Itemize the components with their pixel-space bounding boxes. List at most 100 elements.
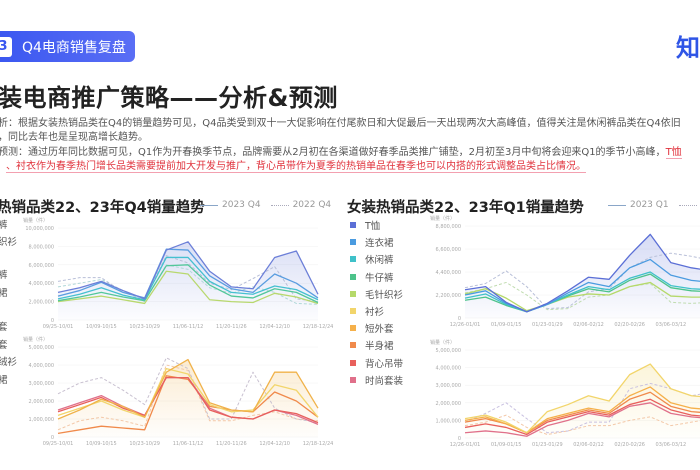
x-tick-label: 10/23-10/29: [129, 441, 160, 447]
x-tick-label: 02/20-02/26: [614, 442, 645, 448]
x-tick-label: 10/09-10/15: [86, 441, 117, 447]
legend-item: 牛仔裤: [350, 270, 394, 284]
y-tick-label: 8,000,000: [29, 244, 54, 250]
section-title: Q4电商销售复盘: [22, 39, 126, 56]
x-tick-label: 01/09-01/15: [491, 322, 522, 328]
legend-label: T恤: [365, 221, 381, 232]
legend-item-fragment: 套: [0, 340, 8, 351]
y-tick-label: 3,000,000: [29, 381, 54, 387]
solid-line-icon: [200, 204, 218, 206]
legend-label: 短外套: [365, 324, 394, 336]
legend-label: 连衣裙: [365, 238, 394, 250]
series-line-背心吊带: [464, 398, 700, 436]
legend-swatch: [350, 222, 356, 228]
legend-item-fragment: 裙: [0, 288, 8, 299]
series-line: [57, 255, 319, 303]
legend-item: 短外套: [350, 321, 394, 335]
series-line-时尚套装: [464, 402, 700, 437]
legend-2023: 2023 Q4: [222, 200, 261, 210]
y-axis-label: 销量（件）: [430, 339, 455, 346]
legend-swatch: [350, 256, 356, 263]
y-tick-label: 4,400,000: [436, 270, 461, 276]
x-tick-label: 12/04-12/10: [259, 324, 290, 330]
legend-swatch: [350, 239, 356, 246]
y-tick-label: 4,000,000: [29, 363, 54, 369]
y-tick-label: 1,000,000: [436, 418, 461, 424]
y-tick-label: 1,000,000: [29, 417, 54, 423]
legend-swatch: [350, 290, 356, 297]
analysis-line-2: ，同比去年也是呈现高增长趋势。: [0, 132, 148, 143]
y-tick-label: 2,000,000: [29, 300, 54, 306]
legend-swatch: [350, 308, 356, 314]
area-fill: [465, 234, 700, 318]
x-tick-label: 12/18-12/24: [303, 441, 334, 447]
line-chart: 0 1,000,000 2,000,000 3,000,000 4,000,000 5,0…: [23, 336, 333, 447]
legend-item-fragment: 裤: [0, 220, 8, 231]
x-tick-label: 12/26-01/01: [450, 442, 481, 448]
legend-item: 时尚套装: [350, 373, 403, 387]
area-fill: [465, 364, 700, 438]
forecast-highlight: T恤: [665, 147, 682, 159]
legend-label: 毛针织衫: [365, 289, 404, 301]
legend-swatch: [350, 376, 356, 383]
right-chart-title: 女装热销品类22、23年Q1销量趋势: [347, 200, 584, 216]
series-line-休闲裤: [464, 271, 700, 313]
x-tick-label: 09/25-10/01: [43, 324, 74, 330]
legend-swatch: [350, 325, 356, 332]
forecast-line-2: 、衬衣作为春季热门增长品类需要提前加大开发与推广，背心吊带作为夏季的热销单品在春…: [6, 157, 586, 173]
legend-item: 连衣裙: [350, 235, 394, 249]
y-tick-label: 0: [458, 436, 461, 442]
line-chart: 0 2,000,000 4,000,000 6,000,000 8,000,000 10,…: [23, 217, 333, 330]
series-line: [57, 248, 319, 299]
line-chart: 0 1,000,000 2,000,000 3,000,000 4,000,000 5,0…: [430, 339, 700, 448]
legend-item: 衬衫: [350, 304, 384, 318]
legend-item: 休闲裤: [350, 252, 394, 266]
legend-2022: 2022 Q4: [292, 200, 332, 210]
area-fill: [58, 359, 318, 437]
series-line-衬衫: [464, 363, 700, 434]
y-tick-label: 0: [51, 435, 54, 441]
x-tick-label: 12/26-01/01: [450, 322, 481, 328]
y-tick-label: 2,000,000: [29, 399, 54, 405]
x-tick-label: 01/23-01/29: [532, 322, 563, 328]
x-tick-label: 11/06-11/12: [173, 324, 204, 330]
section-badge: 3 Q4电商销售复盘: [0, 31, 135, 62]
y-tick-label: 6,600,000: [436, 247, 461, 253]
x-tick-label: 12/04-12/10: [259, 441, 290, 447]
y-tick-label: 5,000,000: [436, 348, 461, 354]
x-tick-label: 02/06-02/12: [573, 322, 604, 328]
y-tick-label: 3,000,000: [436, 383, 461, 389]
series-line: [464, 252, 700, 310]
series-line: [57, 264, 319, 304]
dotted-line-icon: [678, 204, 697, 206]
series-line: [57, 364, 319, 431]
y-tick-label: 10,000,000: [25, 226, 54, 232]
y-axis-label: 销量（件）: [23, 336, 48, 343]
legend-swatch: [350, 342, 356, 349]
x-tick-label: 03/06-03/12: [656, 322, 687, 328]
series-line-毛针织衫: [464, 281, 700, 312]
legend-item-fragment: 裙: [0, 375, 8, 386]
legend-label: 衬衫: [365, 307, 385, 318]
series-line: [57, 367, 319, 418]
forecast-line-1: 预测：通过历年同比数据可见，Q1作为开春换季节点，品牌需要从2月初在各渠道做好春…: [0, 143, 682, 159]
legend-2023: 2023 Q1: [630, 200, 669, 210]
line-chart: 0 2,200,000 4,400,000 6,600,000 8,800,000 销量（…: [430, 215, 700, 328]
legend-item: T恤: [350, 218, 380, 232]
y-tick-label: 2,200,000: [436, 293, 461, 299]
series-line-连衣裙: [464, 258, 700, 313]
x-tick-label: 09/25-10/01: [43, 441, 74, 447]
legend-item-fragment: 绒衫: [0, 357, 18, 368]
x-tick-label: 11/06-11/12: [173, 441, 204, 447]
page-title: 装电商推广策略——分析&预测: [0, 84, 338, 112]
x-tick-label: 12/18-12/24: [303, 324, 334, 330]
series-line: [57, 270, 319, 305]
x-tick-label: 01/23-01/29: [532, 442, 563, 448]
series-line-T恤: [464, 233, 700, 313]
series-line: [57, 357, 319, 424]
left-chart-title: 热销品类22、23年Q4销量趋势: [0, 200, 205, 216]
legend-label: 背心吊带: [365, 358, 404, 370]
right-chart-legend: 2023 Q1 20: [608, 200, 700, 210]
y-tick-label: 4,000,000: [436, 366, 461, 372]
legend-item-fragment: 裤: [0, 270, 8, 281]
